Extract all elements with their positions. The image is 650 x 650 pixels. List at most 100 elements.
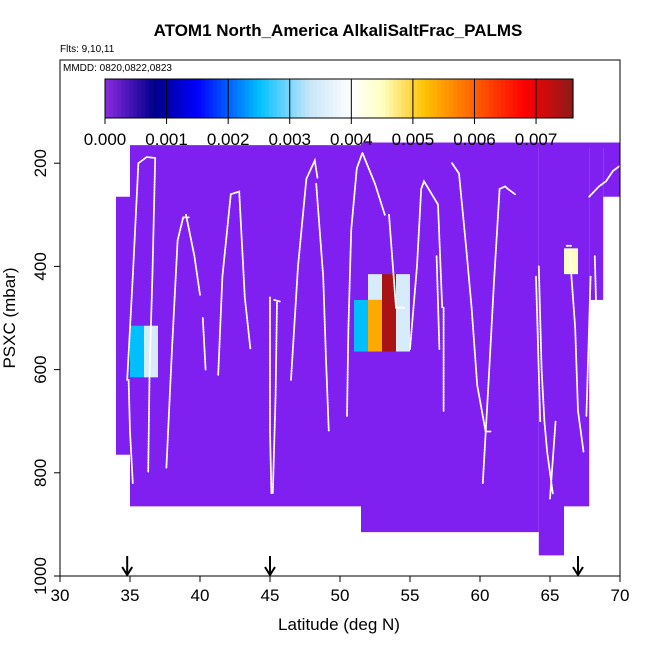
colorbar-tick-label: 0.006 xyxy=(453,130,496,149)
colorbar-swatch xyxy=(545,79,550,118)
colorbar-tick-label: 0.007 xyxy=(515,130,558,149)
data-region xyxy=(603,142,620,197)
colorbar-swatch xyxy=(117,79,122,118)
colorbar-swatch xyxy=(569,79,574,118)
colorbar-swatch xyxy=(385,79,390,118)
colorbar-swatch xyxy=(261,79,266,118)
colorbar-swatch xyxy=(381,79,386,118)
colorbar-swatch xyxy=(473,79,478,118)
colorbar-swatch xyxy=(245,79,250,118)
x-tick-label: 65 xyxy=(541,586,560,605)
location-arrow xyxy=(572,556,584,577)
data-cell xyxy=(368,274,382,300)
colorbar-swatch xyxy=(153,79,158,118)
data-region xyxy=(538,142,564,556)
y-tick-label: 1000 xyxy=(31,557,50,595)
flight-track xyxy=(217,190,252,376)
colorbar-swatch xyxy=(313,79,318,118)
colorbar-swatch xyxy=(305,79,310,118)
colorbar-swatch xyxy=(229,79,234,118)
colorbar-swatch xyxy=(257,79,262,118)
plot-area xyxy=(116,142,621,577)
colorbar-swatch xyxy=(293,79,298,118)
x-tick-label: 70 xyxy=(611,586,630,605)
colorbar-swatch xyxy=(441,79,446,118)
colorbar-swatch xyxy=(493,79,498,118)
colorbar-swatch xyxy=(205,79,210,118)
colorbar-swatch xyxy=(453,79,458,118)
colorbar-swatch xyxy=(201,79,206,118)
colorbar-swatch xyxy=(133,79,138,118)
colorbar-swatch xyxy=(197,79,202,118)
flight-track xyxy=(165,216,190,469)
data-cell xyxy=(382,274,396,352)
colorbar-swatch xyxy=(149,79,154,118)
colorbar-swatch xyxy=(353,79,358,118)
x-tick-label: 35 xyxy=(121,586,140,605)
colorbar-swatch xyxy=(209,79,214,118)
colorbar-swatch xyxy=(497,79,502,118)
colorbar-swatch xyxy=(217,79,222,118)
x-tick-label: 45 xyxy=(261,586,280,605)
flight-track xyxy=(315,182,330,433)
colorbar-swatch xyxy=(521,79,526,118)
colorbar-swatch xyxy=(345,79,350,118)
flight-track xyxy=(127,378,134,485)
colorbar-tick-label: 0.002 xyxy=(207,130,250,149)
arrow-head xyxy=(572,566,584,577)
colorbar-swatch xyxy=(429,79,434,118)
colorbar-swatch xyxy=(165,79,170,118)
colorbar-swatch xyxy=(161,79,166,118)
colorbar-swatch xyxy=(481,79,486,118)
flight-track xyxy=(435,255,441,350)
flight-track xyxy=(549,420,557,500)
colorbar-swatch xyxy=(513,79,518,118)
colorbar-swatch xyxy=(361,79,366,118)
colorbar-swatch xyxy=(157,79,162,118)
colorbar-swatch xyxy=(517,79,522,118)
flight-track xyxy=(269,296,273,495)
colorbar-tick-label: 0.003 xyxy=(268,130,311,149)
colorbar-swatch xyxy=(109,79,114,118)
colorbar-swatch xyxy=(241,79,246,118)
colorbar-swatch xyxy=(449,79,454,118)
colorbar-swatch xyxy=(269,79,274,118)
arrow-head xyxy=(264,566,276,577)
colorbar-swatch xyxy=(389,79,394,118)
colorbar-swatch xyxy=(253,79,258,118)
colorbar-swatch xyxy=(541,79,546,118)
y-tick-label: 400 xyxy=(31,252,50,280)
flight-track xyxy=(593,255,598,309)
axes: 30 35 40 45 50 55 60 65 70 200 400 600 800 1000 xyxy=(31,59,630,605)
y-tick-label: 200 xyxy=(31,149,50,177)
colorbar-swatch xyxy=(309,79,314,118)
colorbar-swatch xyxy=(213,79,218,118)
colorbar-swatch xyxy=(365,79,370,118)
colorbar-swatch xyxy=(377,79,382,118)
colorbar-swatch xyxy=(273,79,278,118)
flight-track xyxy=(481,185,516,485)
colorbar-swatch xyxy=(129,79,134,118)
colorbar-swatch xyxy=(225,79,230,118)
colorbar-swatch xyxy=(317,79,322,118)
colorbar-swatch xyxy=(121,79,126,118)
colorbar-swatch xyxy=(169,79,174,118)
arrow-head xyxy=(121,566,134,577)
colorbar-swatch xyxy=(281,79,286,118)
colorbar-swatch xyxy=(425,79,430,118)
colorbar-swatch xyxy=(533,79,538,118)
colorbar-swatch xyxy=(141,79,146,118)
colorbar-swatch xyxy=(561,79,566,118)
colorbar-swatch xyxy=(437,79,442,118)
y-axis-label: PSXC (mbar) xyxy=(0,267,19,368)
flight-track xyxy=(409,179,444,350)
colorbar-swatch xyxy=(501,79,506,118)
colorbar-swatch xyxy=(557,79,562,118)
colorbar-swatch xyxy=(277,79,282,118)
x-axis-label: Latitude (deg N) xyxy=(278,615,400,634)
data-region xyxy=(116,196,130,455)
colorbar-swatch xyxy=(237,79,242,118)
flight-track xyxy=(585,275,592,417)
location-arrow xyxy=(121,556,134,577)
colorbar-swatch xyxy=(177,79,182,118)
